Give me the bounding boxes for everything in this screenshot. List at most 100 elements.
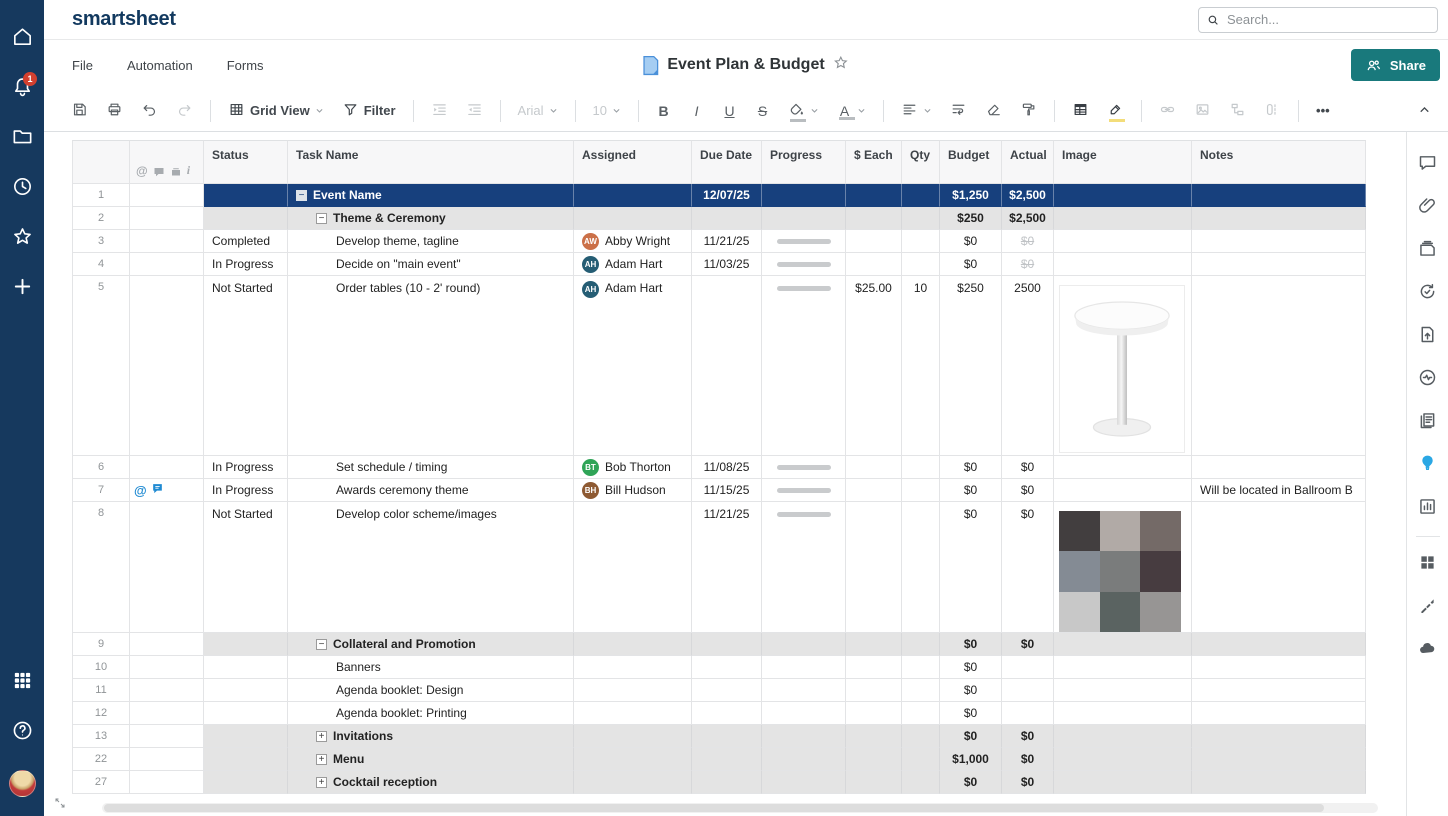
cell-status[interactable] xyxy=(204,748,288,771)
row-gutter[interactable] xyxy=(130,184,204,207)
cell-status[interactable] xyxy=(204,656,288,679)
cell-qty[interactable] xyxy=(902,679,940,702)
cell-budget[interactable]: $0 xyxy=(940,702,1002,725)
sidebar-item-account-avatar[interactable] xyxy=(0,758,44,808)
cell-budget[interactable]: $250 xyxy=(940,207,1002,230)
panel-publish-button[interactable] xyxy=(1417,315,1438,358)
cell-image[interactable] xyxy=(1054,230,1192,253)
column-header-due-date[interactable]: Due Date xyxy=(692,140,762,184)
cell-progress[interactable] xyxy=(762,253,846,276)
cell-qty[interactable] xyxy=(902,207,940,230)
cell-progress[interactable] xyxy=(762,725,846,748)
cell-due-date[interactable] xyxy=(692,276,762,456)
cell-assigned[interactable]: AHAdam Hart xyxy=(574,276,692,456)
cell-image[interactable] xyxy=(1054,725,1192,748)
wrap-text-button[interactable] xyxy=(944,97,973,125)
column-header-assigned[interactable]: Assigned xyxy=(574,140,692,184)
cell-notes[interactable] xyxy=(1192,276,1366,456)
cell-status[interactable] xyxy=(204,207,288,230)
cell-assigned[interactable]: BHBill Hudson xyxy=(574,479,692,502)
row-gutter[interactable] xyxy=(130,633,204,656)
cell-each[interactable] xyxy=(846,456,902,479)
cell-qty[interactable] xyxy=(902,656,940,679)
cell-actual[interactable]: $0 xyxy=(1002,725,1054,748)
row-number[interactable]: 2 xyxy=(72,207,130,230)
more-button[interactable]: ••• xyxy=(1310,99,1336,122)
scrollbar-thumb[interactable] xyxy=(104,804,1324,812)
row-number[interactable]: 11 xyxy=(72,679,130,702)
row-number[interactable]: 27 xyxy=(72,771,130,794)
cell-image[interactable] xyxy=(1054,633,1192,656)
cell-progress[interactable] xyxy=(762,502,846,633)
cell-status[interactable] xyxy=(204,184,288,207)
row-gutter[interactable] xyxy=(130,456,204,479)
format-painter-button[interactable] xyxy=(1014,97,1043,125)
sidebar-item-browse[interactable] xyxy=(0,114,44,164)
cell-task-name[interactable]: +Menu xyxy=(288,748,574,771)
column-header-task-name[interactable]: Task Name xyxy=(288,140,574,184)
panel-update-requests-button[interactable] xyxy=(1417,272,1438,315)
cell-image[interactable] xyxy=(1054,456,1192,479)
cell-each[interactable] xyxy=(846,633,902,656)
expand-row-icon[interactable]: + xyxy=(316,754,327,765)
cell-each[interactable] xyxy=(846,771,902,794)
cell-budget[interactable]: $0 xyxy=(940,771,1002,794)
search-input[interactable] xyxy=(1198,7,1438,33)
row-gutter[interactable] xyxy=(130,207,204,230)
sidebar-item-home[interactable] xyxy=(0,14,44,64)
panel-proofs-button[interactable] xyxy=(1417,229,1438,272)
expand-row-icon[interactable]: + xyxy=(316,777,327,788)
cell-qty[interactable] xyxy=(902,771,940,794)
cell-status[interactable] xyxy=(204,702,288,725)
menu-forms[interactable]: Forms xyxy=(227,58,264,73)
favorite-star-icon[interactable] xyxy=(833,54,850,76)
cell-assigned[interactable] xyxy=(574,656,692,679)
cell-actual[interactable]: $0 xyxy=(1002,748,1054,771)
menu-automation[interactable]: Automation xyxy=(127,58,193,73)
cell-budget[interactable]: $0 xyxy=(940,725,1002,748)
cell-qty[interactable] xyxy=(902,230,940,253)
cell-each[interactable] xyxy=(846,702,902,725)
fill-color-button[interactable] xyxy=(782,97,825,125)
column-header--each[interactable]: $ Each xyxy=(846,140,902,184)
sidebar-item-help[interactable] xyxy=(0,708,44,758)
row-number[interactable]: 7 xyxy=(72,479,130,502)
cell-actual[interactable] xyxy=(1002,702,1054,725)
cell-task-name[interactable]: Develop theme, tagline xyxy=(288,230,574,253)
cell-each[interactable] xyxy=(846,207,902,230)
cell-due-date[interactable] xyxy=(692,633,762,656)
cell-each[interactable] xyxy=(846,184,902,207)
underline-button[interactable]: U xyxy=(716,99,743,123)
cell-progress[interactable] xyxy=(762,679,846,702)
cell-status[interactable] xyxy=(204,633,288,656)
cell-task-name[interactable]: Order tables (10 - 2' round) xyxy=(288,276,574,456)
cell-progress[interactable] xyxy=(762,184,846,207)
cell-status[interactable]: Not Started xyxy=(204,276,288,456)
cell-due-date[interactable] xyxy=(692,725,762,748)
cell-budget[interactable]: $1,250 xyxy=(940,184,1002,207)
menu-file[interactable]: File xyxy=(72,58,93,73)
cell-budget[interactable]: $0 xyxy=(940,253,1002,276)
cell-image[interactable] xyxy=(1054,207,1192,230)
cell-budget[interactable]: $0 xyxy=(940,656,1002,679)
cell-notes[interactable] xyxy=(1192,253,1366,276)
cell-task-name[interactable]: Set schedule / timing xyxy=(288,456,574,479)
row-number[interactable]: 10 xyxy=(72,656,130,679)
cell-due-date[interactable]: 11/08/25 xyxy=(692,456,762,479)
cell-task-name[interactable]: −Theme & Ceremony xyxy=(288,207,574,230)
cell-budget[interactable]: $0 xyxy=(940,502,1002,633)
cell-budget[interactable]: $0 xyxy=(940,230,1002,253)
row-gutter[interactable] xyxy=(130,702,204,725)
column-header-budget[interactable]: Budget xyxy=(940,140,1002,184)
cell-notes[interactable] xyxy=(1192,679,1366,702)
cell-image[interactable] xyxy=(1054,702,1192,725)
cell-due-date[interactable]: 11/21/25 xyxy=(692,502,762,633)
cell-task-name[interactable]: Agenda booklet: Printing xyxy=(288,702,574,725)
cell-each[interactable] xyxy=(846,479,902,502)
cell-due-date[interactable] xyxy=(692,656,762,679)
align-button[interactable] xyxy=(895,97,938,125)
panel-conversations-button[interactable] xyxy=(1417,143,1438,186)
panel-sheet-summary-button[interactable] xyxy=(1417,401,1438,444)
cell-assigned[interactable]: AWAbby Wright xyxy=(574,230,692,253)
cell-assigned[interactable] xyxy=(574,207,692,230)
